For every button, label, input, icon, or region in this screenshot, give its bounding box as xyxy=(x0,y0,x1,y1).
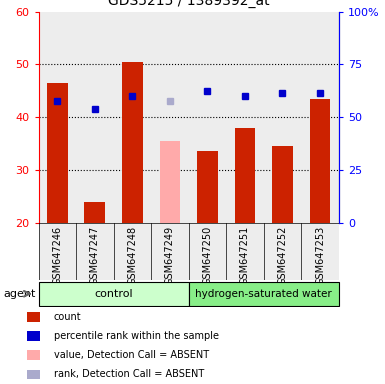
Text: value, Detection Call = ABSENT: value, Detection Call = ABSENT xyxy=(54,350,209,360)
Bar xyxy=(114,12,151,223)
Title: GDS5215 / 1389392_at: GDS5215 / 1389392_at xyxy=(108,0,270,8)
Bar xyxy=(114,223,151,280)
Bar xyxy=(159,141,180,223)
Text: GSM647249: GSM647249 xyxy=(165,226,175,285)
Text: GSM647246: GSM647246 xyxy=(52,226,62,285)
Bar xyxy=(264,12,301,223)
Bar xyxy=(47,83,68,223)
Bar xyxy=(234,127,255,223)
Bar xyxy=(310,99,330,223)
Bar xyxy=(27,312,40,321)
Text: GSM647248: GSM647248 xyxy=(127,226,137,285)
Bar xyxy=(264,223,301,280)
Bar xyxy=(122,62,143,223)
Text: GSM647247: GSM647247 xyxy=(90,226,100,285)
Text: count: count xyxy=(54,312,82,322)
Text: control: control xyxy=(94,289,133,299)
Bar xyxy=(84,202,105,223)
Bar xyxy=(76,223,114,280)
Bar xyxy=(301,12,339,223)
Text: GSM647250: GSM647250 xyxy=(203,226,213,285)
Bar xyxy=(189,282,339,306)
Bar xyxy=(38,223,76,280)
Bar xyxy=(76,12,114,223)
Bar xyxy=(197,151,218,223)
Bar xyxy=(151,12,189,223)
Bar xyxy=(189,223,226,280)
Bar xyxy=(226,12,264,223)
Bar xyxy=(272,146,293,223)
Text: GSM647252: GSM647252 xyxy=(278,226,288,285)
Text: agent: agent xyxy=(4,289,36,299)
Bar xyxy=(38,12,76,223)
Bar xyxy=(38,282,189,306)
Bar xyxy=(27,331,40,341)
Text: rank, Detection Call = ABSENT: rank, Detection Call = ABSENT xyxy=(54,369,204,379)
Bar xyxy=(189,12,226,223)
Bar xyxy=(301,223,339,280)
Text: hydrogen-saturated water: hydrogen-saturated water xyxy=(195,289,332,299)
Bar xyxy=(226,223,264,280)
Text: GSM647253: GSM647253 xyxy=(315,226,325,285)
Text: GSM647251: GSM647251 xyxy=(240,226,250,285)
Text: percentile rank within the sample: percentile rank within the sample xyxy=(54,331,219,341)
Bar xyxy=(27,351,40,360)
Bar xyxy=(27,370,40,379)
Bar xyxy=(151,223,189,280)
